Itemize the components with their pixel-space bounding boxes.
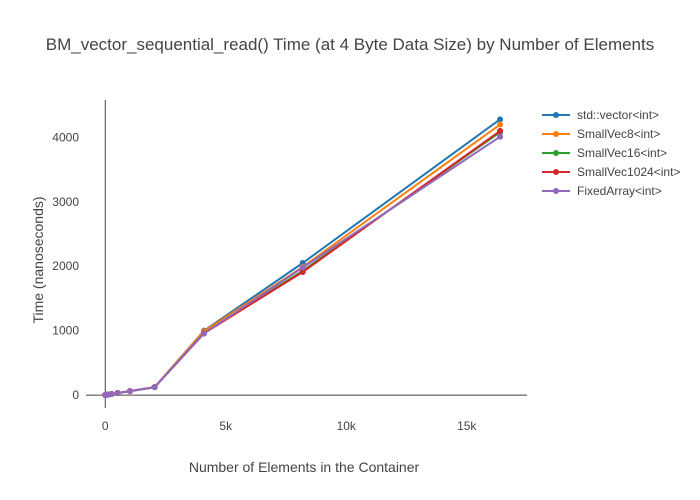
data-point [114,390,121,397]
chart-title: BM_vector_sequential_read() Time (at 4 B… [46,35,655,54]
x-tick-label: 15k [457,419,477,433]
legend-item[interactable]: SmallVec8<int> [542,127,660,141]
series-4 [102,133,504,399]
y-tick-label: 0 [72,388,79,402]
legend-label: SmallVec16<int> [577,146,667,160]
x-axis-ticks: 0 5k 10k 15k [102,419,477,433]
data-point [497,121,504,128]
legend-label: SmallVec1024<int> [577,165,680,179]
legend-label: FixedArray<int> [577,184,662,198]
y-tick-label: 2000 [52,259,79,273]
legend-item[interactable]: FixedArray<int> [542,184,662,198]
y-tick-label: 3000 [52,195,79,209]
legend-item[interactable]: std::vector<int> [542,108,659,122]
x-tick-label: 10k [337,419,357,433]
legend-marker [553,131,559,137]
data-point [299,264,306,271]
legend-marker [553,150,559,156]
legend-label: std::vector<int> [577,108,659,122]
data-point [497,133,504,140]
legend: std::vector<int>SmallVec8<int>SmallVec16… [542,108,680,198]
y-axis-ticks: 0 1000 2000 3000 4000 [52,130,79,402]
y-axis-title: Time (nanoseconds) [30,196,46,323]
plot-area: 0 5k 10k 15k 0 1000 2000 3000 4000 [52,100,527,433]
legend-marker [553,188,559,194]
y-tick-label: 1000 [52,324,79,338]
data-point [299,269,306,276]
data-point [497,116,504,123]
x-axis-title: Number of Elements in the Container [189,459,420,475]
legend-item[interactable]: SmallVec16<int> [542,146,667,160]
x-tick-label: 0 [102,419,109,433]
data-point [126,388,133,395]
data-point [497,127,504,134]
data-point [151,384,158,391]
data-point [108,391,115,398]
series-layer [102,116,504,399]
data-point [200,330,207,337]
legend-marker [553,169,559,175]
legend-marker [553,112,559,118]
y-tick-label: 4000 [52,130,79,144]
x-tick-label: 5k [219,419,233,433]
legend-item[interactable]: SmallVec1024<int> [542,165,680,179]
legend-label: SmallVec8<int> [577,127,660,141]
